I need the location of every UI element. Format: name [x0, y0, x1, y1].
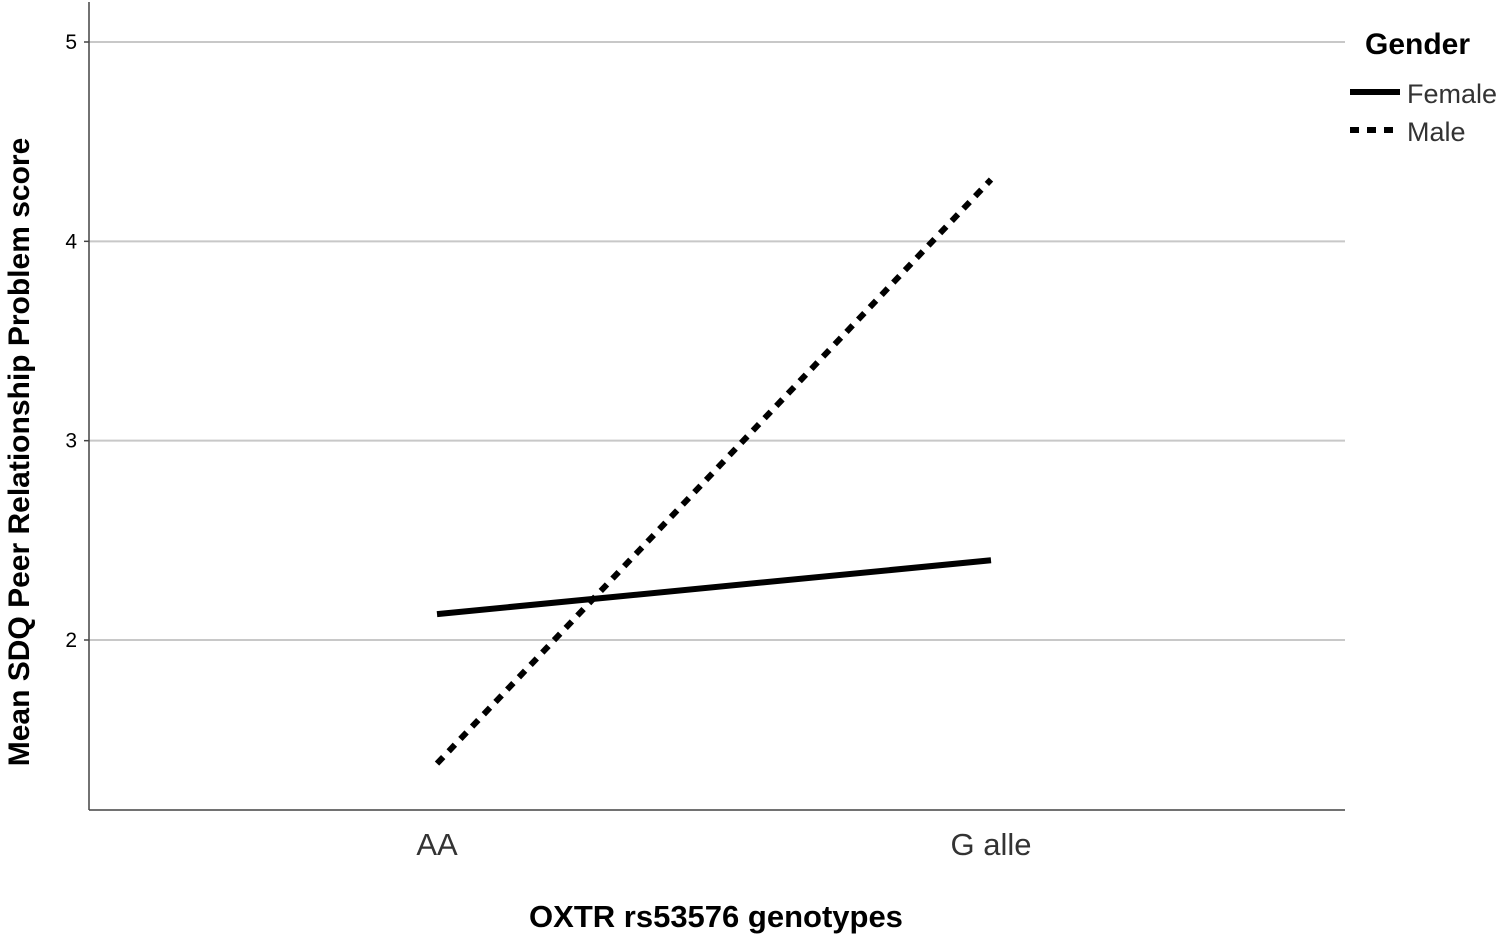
y-axis-label: Mean SDQ Peer Relationship Problem score: [3, 138, 36, 767]
legend-title: Gender: [1365, 28, 1470, 61]
y-tick-label: 4: [65, 230, 77, 253]
y-tick-label: 3: [65, 430, 77, 453]
x-tick-labels: AA G alle: [416, 827, 1031, 862]
legend: Gender Female Male: [1350, 28, 1497, 147]
y-tick-label: 5: [65, 31, 77, 54]
gridlines: [89, 41, 1345, 641]
axes: [88, 2, 1345, 811]
x-tick-label: G alle: [951, 827, 1032, 862]
legend-label-male: Male: [1407, 117, 1466, 147]
y-tick-labels: 2 3 4 5: [65, 31, 89, 652]
series-line-male: [434, 177, 994, 766]
legend-label-female: Female: [1407, 79, 1497, 109]
x-tick-label: AA: [416, 827, 458, 862]
x-axis-label: OXTR rs53576 genotypes: [529, 899, 903, 934]
series-lines: [434, 177, 994, 766]
series-line-female: [436, 557, 992, 618]
y-tick-label: 2: [65, 629, 77, 652]
legend-items: Female Male: [1350, 79, 1497, 147]
